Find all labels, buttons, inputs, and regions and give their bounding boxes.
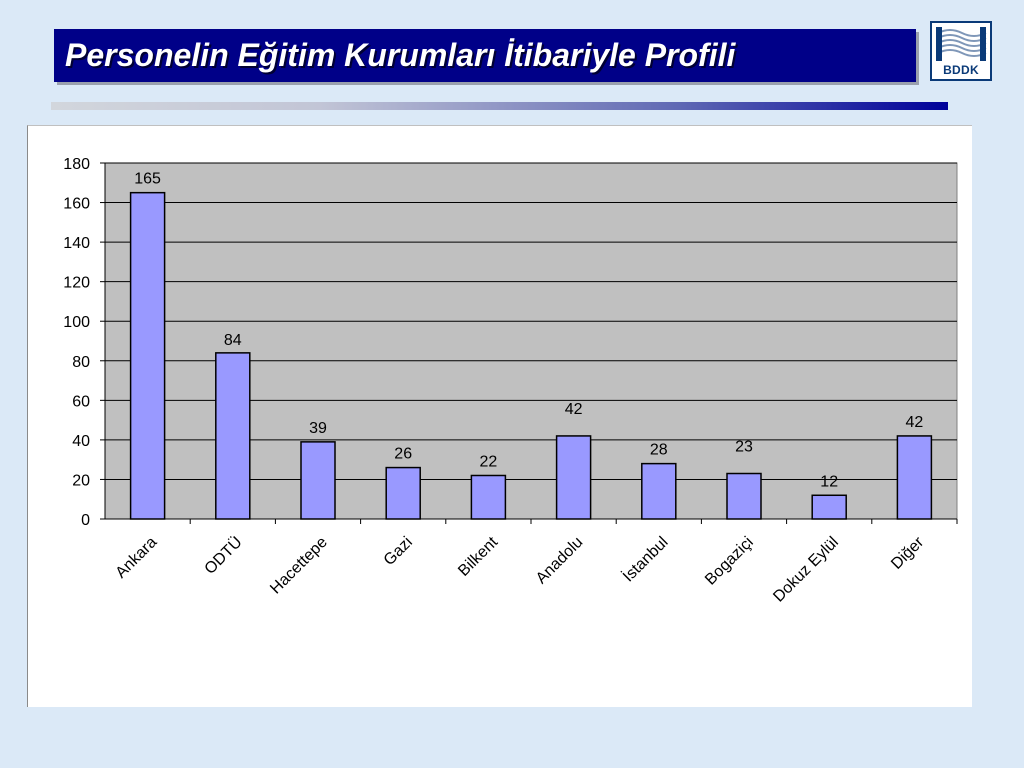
- bar: [129, 191, 166, 520]
- bar: [215, 352, 251, 520]
- bar: [811, 494, 847, 520]
- title-bar: Personelin Eğitim Kurumları İtibariyle P…: [54, 29, 916, 82]
- y-tick-label: 40: [72, 433, 90, 450]
- data-label: 165: [134, 171, 161, 188]
- category-label: İstanbul: [619, 532, 672, 585]
- bar: [896, 435, 933, 520]
- data-label: 28: [650, 442, 668, 459]
- y-tick-label: 180: [63, 156, 90, 173]
- bar-chart: 0 20 40 60 80 100 120 140 160 180 165 Ankara 84 ODTÜ 3…: [63, 156, 958, 606]
- bar: [470, 474, 507, 520]
- chart-panel: 0 20 40 60 80 100 120 140 160 180 165 Ankara 84 ODTÜ 3…: [27, 125, 972, 707]
- category-label: Dokuz Eylül: [770, 534, 842, 606]
- category-label: ODTÜ: [201, 533, 246, 578]
- data-label: 12: [820, 473, 838, 490]
- y-tick-label: 20: [72, 472, 90, 489]
- bar: [726, 472, 762, 520]
- y-tick-label: 60: [72, 393, 90, 410]
- category-label: Diğer: [888, 533, 928, 573]
- category-label: Hacettepe: [267, 534, 331, 598]
- data-label: 26: [394, 446, 412, 463]
- data-label: 42: [565, 401, 583, 418]
- bar: [555, 435, 592, 520]
- bar: [300, 441, 336, 520]
- data-label: 22: [480, 453, 498, 470]
- bar: [385, 466, 421, 520]
- data-label: 84: [224, 332, 242, 349]
- y-tick-label: 80: [72, 354, 90, 371]
- y-tick-label: 160: [63, 196, 90, 213]
- data-label: 39: [309, 420, 327, 437]
- data-label: 23: [735, 439, 753, 456]
- category-label: Gazi: [381, 534, 416, 569]
- data-label: 42: [906, 414, 924, 431]
- category-label: Ankara: [113, 534, 161, 582]
- y-tick-label: 120: [63, 275, 90, 292]
- y-tick-label: 0: [81, 512, 90, 529]
- y-tick-label: 140: [63, 235, 90, 252]
- logo-text: BDDK: [943, 63, 979, 77]
- bddk-logo: BDDK: [930, 21, 992, 81]
- y-tick-label: 100: [63, 314, 90, 331]
- bar: [641, 462, 677, 520]
- slide-title: Personelin Eğitim Kurumları İtibariyle P…: [65, 37, 736, 73]
- logo-wave-icon: [936, 27, 987, 61]
- title-underline: [51, 102, 948, 110]
- category-label: Anadolu: [533, 534, 587, 588]
- category-label: Bilkent: [455, 533, 501, 579]
- category-label: Bogaziçi: [702, 534, 757, 589]
